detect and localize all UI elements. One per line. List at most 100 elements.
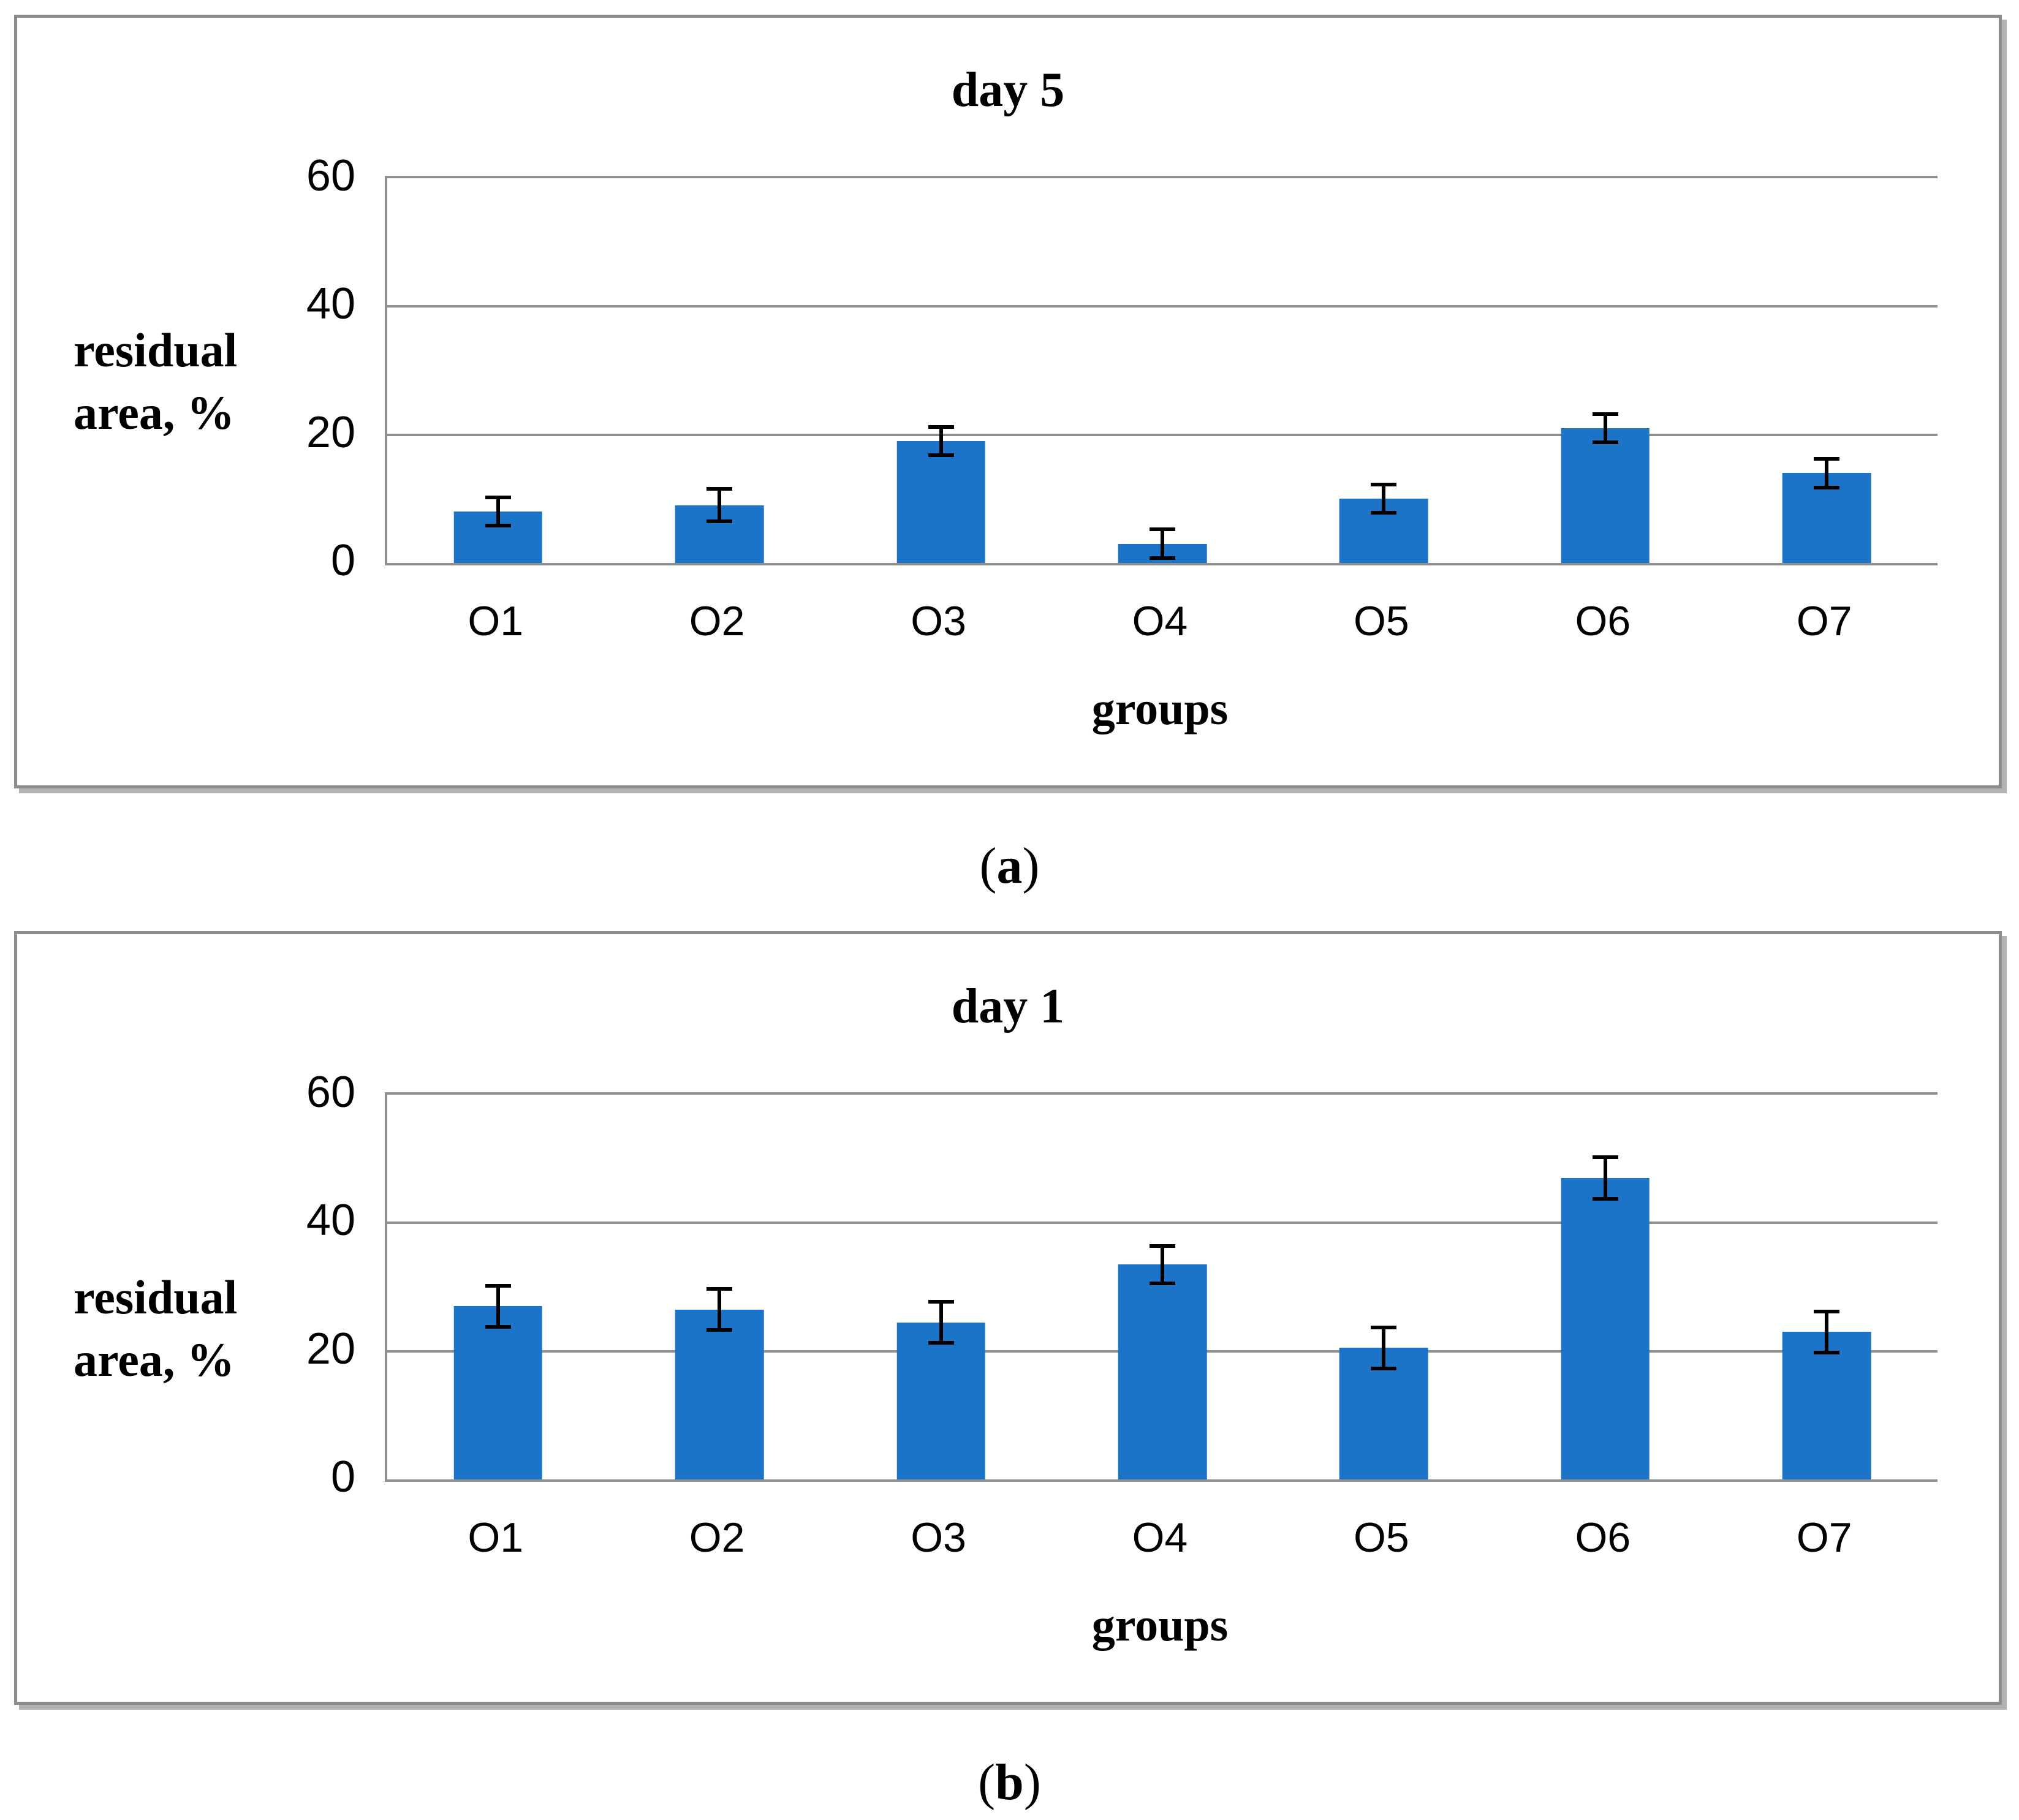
x-tick-label-O2: O2 <box>689 598 745 644</box>
x-tick-label-O6: O6 <box>1575 598 1631 644</box>
chart-panel-day5: day 5 residual area, % 0 20 40 60 O1 O2 O3 O4 O… <box>14 15 2002 788</box>
error-bar-cap <box>1814 1350 1840 1354</box>
y-tick-label: 20 <box>306 407 355 457</box>
x-tick-label-O3: O3 <box>911 1514 966 1561</box>
plot-area <box>385 1092 1938 1482</box>
y-tick-label: 40 <box>306 279 355 329</box>
error-bar-cap <box>1371 1325 1397 1329</box>
x-axis-tick-labels: O1 O2 O3 O4 O5 O6 O7 <box>385 1515 1935 1560</box>
x-tick-label-O7: O7 <box>1796 1514 1852 1561</box>
error-bar-O5 <box>1371 1325 1397 1371</box>
x-axis-tick-labels: O1 O2 O3 O4 O5 O6 O7 <box>385 598 1935 644</box>
y-axis-title: residual area, % <box>74 1266 368 1391</box>
x-tick-label-O4: O4 <box>1132 1514 1188 1561</box>
error-bar-cap <box>1592 1196 1618 1201</box>
bar-O1 <box>453 1306 542 1479</box>
error-bar-cap <box>1371 1367 1397 1371</box>
category-slot-O5 <box>1273 1095 1494 1479</box>
y-axis-tick-labels: 0 20 40 60 <box>17 154 385 583</box>
error-bar-stem <box>1382 483 1386 515</box>
gridline <box>387 305 1938 308</box>
error-bar-stem <box>1825 1309 1829 1354</box>
error-bar-cap <box>1149 556 1175 560</box>
x-tick-label-O4: O4 <box>1132 598 1188 644</box>
y-tick-label: 0 <box>330 536 355 585</box>
figure-caption-b: (b) <box>0 1753 2019 1812</box>
error-bar-cap <box>1814 485 1840 489</box>
error-bar-cap <box>928 1341 954 1345</box>
x-tick-label-O2: O2 <box>689 1514 745 1561</box>
error-bar-cap <box>928 1299 954 1304</box>
error-bar-stem <box>1160 527 1164 560</box>
y-tick-label: 20 <box>306 1324 355 1373</box>
error-bar-cap <box>706 487 733 491</box>
error-bar-O5 <box>1371 483 1397 515</box>
y-axis-title: residual area, % <box>74 319 368 444</box>
error-bar-cap <box>1592 412 1618 417</box>
error-bar-stem <box>718 487 722 524</box>
error-bar-stem <box>1603 412 1607 445</box>
y-axis-title-line2: area, % <box>74 1333 235 1386</box>
error-bar-cap <box>928 425 954 429</box>
x-tick-label-O5: O5 <box>1354 1514 1409 1561</box>
caption-close-paren: ) <box>1022 837 1040 894</box>
x-axis-title: groups <box>1091 683 1229 734</box>
y-tick-label: 0 <box>330 1452 355 1501</box>
error-bar-cap <box>1149 1281 1175 1285</box>
error-bar-cap <box>706 1328 733 1332</box>
y-tick-label: 60 <box>306 1068 355 1117</box>
error-bar-O3 <box>928 425 954 458</box>
error-bar-O6 <box>1592 412 1618 445</box>
bar-O4 <box>1118 1264 1207 1479</box>
error-bar-cap <box>485 524 511 528</box>
chart-title-day5: day 5 <box>951 63 1065 117</box>
category-slot-O1 <box>387 178 608 563</box>
error-bar-O1 <box>485 496 511 528</box>
category-slot-O3 <box>830 1095 1051 1479</box>
error-bar-cap <box>706 519 733 524</box>
error-bar-stem <box>1382 1325 1386 1371</box>
y-axis-title-line1: residual <box>74 1271 238 1324</box>
caption-open-paren: ( <box>979 837 997 894</box>
error-bar-cap <box>485 1283 511 1288</box>
category-slot-O5 <box>1273 178 1494 563</box>
bar-series <box>387 178 1938 563</box>
error-bar-cap <box>1149 527 1175 532</box>
error-bar-stem <box>718 1287 722 1332</box>
error-bar-O6 <box>1592 1155 1618 1201</box>
caption-close-paren: ) <box>1023 1754 1041 1811</box>
error-bar-O7 <box>1814 1309 1840 1354</box>
gridline <box>387 433 1938 436</box>
y-tick-label: 40 <box>306 1196 355 1245</box>
caption-letter: b <box>995 1754 1024 1811</box>
error-bar-stem <box>1825 457 1829 489</box>
error-bar-cap <box>1814 1309 1840 1313</box>
error-bar-cap <box>485 496 511 500</box>
y-tick-label: 60 <box>306 151 355 200</box>
bar-O6 <box>1561 1178 1650 1479</box>
x-tick-label-O7: O7 <box>1796 598 1852 644</box>
error-bar-cap <box>1371 483 1397 487</box>
x-axis-title: groups <box>1091 1599 1229 1651</box>
error-bar-cap <box>1371 511 1397 515</box>
error-bar-O3 <box>928 1299 954 1345</box>
error-bar-cap <box>928 453 954 458</box>
error-bar-O2 <box>706 487 733 524</box>
category-slot-O2 <box>608 1095 830 1479</box>
bar-O6 <box>1561 428 1650 563</box>
chart-panel-day1: day 1 residual area, % 0 20 40 60 O1 O2 O3 O4 O… <box>14 931 2002 1705</box>
category-slot-O3 <box>830 178 1051 563</box>
category-slot-O7 <box>1716 178 1938 563</box>
error-bar-cap <box>706 1287 733 1291</box>
error-bar-cap <box>1814 457 1840 461</box>
category-slot-O2 <box>608 178 830 563</box>
error-bar-O2 <box>706 1287 733 1332</box>
y-axis-title-line1: residual <box>74 323 238 377</box>
error-bar-cap <box>1592 1155 1618 1160</box>
x-tick-label-O3: O3 <box>911 598 966 644</box>
error-bar-stem <box>496 496 500 528</box>
category-slot-O1 <box>387 1095 608 1479</box>
category-slot-O4 <box>1051 1095 1273 1479</box>
category-slot-O7 <box>1716 1095 1938 1479</box>
